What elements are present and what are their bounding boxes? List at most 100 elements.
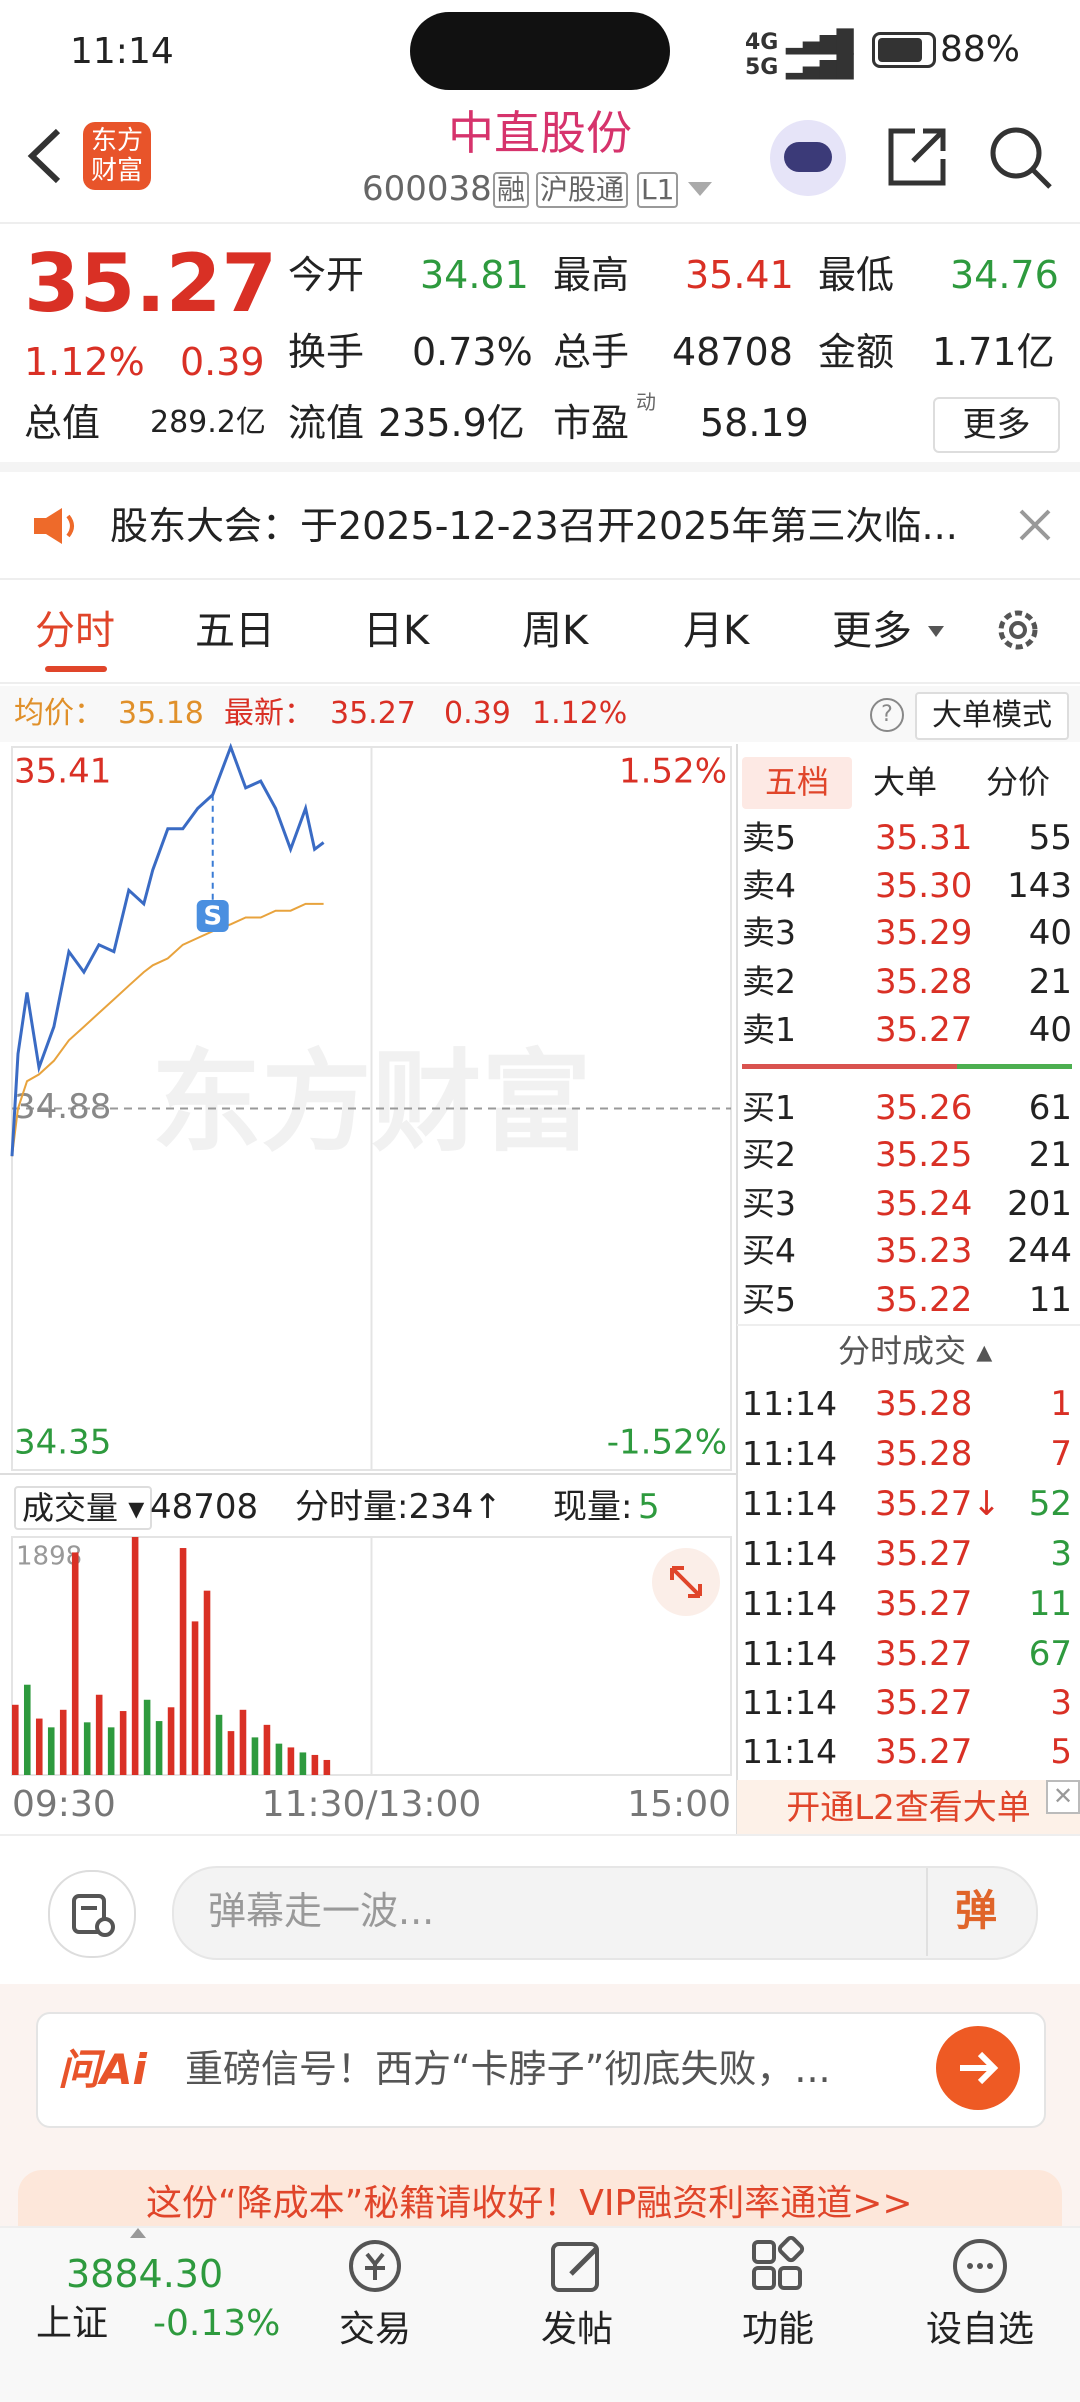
- nav-label[interactable]: 交易: [338, 2309, 411, 2350]
- last-label: 最新：: [224, 696, 314, 731]
- big-order-mode[interactable]: 大单模式: [915, 692, 1069, 740]
- bid-price: 35.25: [875, 1135, 973, 1175]
- ask-volume: 55: [1028, 818, 1072, 858]
- function-icon[interactable]: [748, 2236, 808, 2296]
- index-name[interactable]: 上证: [36, 2303, 109, 2344]
- bid-price: 35.26: [875, 1088, 973, 1128]
- volume-bar: [35, 1718, 43, 1775]
- index-change[interactable]: -0.13%: [153, 2303, 281, 2344]
- bid-label: 买1: [742, 1088, 796, 1127]
- trade-label: 11:14: [742, 1732, 838, 1771]
- bid-label: 买3: [742, 1184, 796, 1223]
- change: 0.39: [444, 696, 511, 731]
- tag: L1: [637, 172, 679, 208]
- x-tick-label: 09:30: [12, 1784, 116, 1825]
- trade-price: 35.28: [875, 1384, 973, 1424]
- trade-volume: 1: [1050, 1384, 1072, 1424]
- bid-volume: 21: [1028, 1135, 1072, 1175]
- ai-banner[interactable]: [36, 2012, 1046, 2128]
- help-icon[interactable]: ?: [870, 698, 904, 732]
- trade-volume: 5: [1050, 1732, 1072, 1772]
- field-value: 34.76: [950, 253, 1059, 297]
- change: 0.39: [180, 340, 265, 384]
- comment-list-button[interactable]: [48, 1870, 136, 1958]
- volume-bar: [287, 1747, 295, 1775]
- more-button[interactable]: 更多: [933, 397, 1060, 453]
- ask-label: 卖2: [742, 962, 796, 1001]
- book-tab[interactable]: 五档: [764, 763, 829, 801]
- nav-label[interactable]: 发帖: [540, 2309, 613, 2350]
- settings-button[interactable]: [992, 604, 1044, 656]
- nav-label[interactable]: 设自选: [925, 2309, 1034, 2350]
- ask-label: 卖4: [742, 866, 796, 905]
- tab[interactable]: 月K: [683, 608, 750, 654]
- index-value[interactable]: 3884.30: [66, 2252, 224, 2296]
- now-volume-label: 现量:: [553, 1487, 633, 1527]
- bottom-nav: [0, 2226, 1080, 2402]
- book-tab[interactable]: 大单: [872, 763, 937, 801]
- volume-bar: [203, 1590, 211, 1775]
- comment-input[interactable]: [172, 1866, 1038, 1960]
- bid-price: 35.22: [875, 1280, 973, 1320]
- ask-label: 卖5: [742, 818, 796, 857]
- tab[interactable]: 日K: [363, 608, 430, 654]
- speaker-icon: [34, 508, 74, 544]
- tab-active[interactable]: 分时: [35, 608, 115, 654]
- share-button[interactable]: [885, 125, 949, 189]
- assistant-avatar[interactable]: [770, 120, 846, 196]
- ask-price: 35.31: [875, 818, 973, 858]
- post-icon[interactable]: [547, 2236, 607, 2296]
- l2-banner[interactable]: [737, 1780, 1080, 1834]
- ai-logo: 问Ai: [58, 2045, 147, 2094]
- field-value: 235.9亿: [378, 401, 525, 445]
- battery-icon: [872, 32, 936, 68]
- field-label: 金额: [818, 330, 895, 374]
- volume-bar: [59, 1709, 67, 1775]
- ask-price: 35.29: [875, 913, 973, 953]
- tab[interactable]: 周K: [522, 608, 589, 654]
- field-label: 市盈: [553, 401, 630, 445]
- ad-text[interactable]: 这份“降成本”秘籍请收好！VIP融资利率通道>>: [146, 2183, 913, 2224]
- expand-button[interactable]: [652, 1548, 720, 1616]
- comment-placeholder[interactable]: 弹幕走一波...: [208, 1889, 435, 1933]
- tab[interactable]: 更多: [832, 608, 912, 654]
- close-button[interactable]: ✕: [1046, 1780, 1080, 1814]
- search-button[interactable]: [988, 125, 1054, 191]
- back-button[interactable]: [22, 125, 66, 187]
- trade-price: 35.27: [875, 1584, 973, 1624]
- trade-icon[interactable]: [345, 2236, 405, 2296]
- volume-bar: [239, 1709, 247, 1775]
- volume-selector[interactable]: 成交量 ▾: [14, 1486, 153, 1530]
- notice-text[interactable]: 股东大会：于2025-12-23召开2025年第三次临...: [110, 504, 958, 548]
- field-label: 换手: [288, 330, 365, 374]
- ai-text[interactable]: 重磅信号！西方“卡脖子”彻底失败，...: [185, 2047, 831, 2091]
- ask-volume: 40: [1028, 913, 1072, 953]
- change-pct: 1.12%: [532, 696, 628, 731]
- y-tick-label: 34.88: [14, 1087, 111, 1127]
- volume-bar: [131, 1537, 139, 1775]
- volume-bar: [275, 1743, 283, 1775]
- tab[interactable]: 五日: [195, 608, 275, 654]
- now-volume: 5: [638, 1487, 660, 1527]
- volume-bar: [167, 1707, 175, 1775]
- ad-banner[interactable]: 这份“降成本”秘籍请收好！VIP融资利率通道>>: [18, 2170, 1062, 2230]
- close-button[interactable]: [1018, 508, 1052, 542]
- volume-bar: [323, 1759, 331, 1775]
- volume-bar: [155, 1721, 163, 1775]
- stock-name: 中直股份: [448, 106, 632, 160]
- trade-price: 35.27: [875, 1534, 973, 1574]
- watchlist-icon[interactable]: [950, 2236, 1010, 2296]
- trade-label: 11:14: [742, 1484, 838, 1523]
- ai-go-button[interactable]: [936, 2026, 1020, 2110]
- ask-label: 卖1: [742, 1010, 796, 1049]
- trade-price: 35.27: [875, 1683, 973, 1723]
- nav-label[interactable]: 功能: [741, 2309, 814, 2350]
- trade-label: 11:14: [742, 1384, 838, 1423]
- l2-text[interactable]: 开通L2查看大单: [786, 1788, 1031, 1828]
- trades-title[interactable]: 分时成交 ▴: [838, 1332, 993, 1370]
- app-logo[interactable]: 东方财富: [83, 122, 151, 190]
- book-tab[interactable]: 分价: [985, 763, 1050, 801]
- divider: [737, 1324, 1080, 1326]
- danmaku-button[interactable]: 弹: [955, 1886, 998, 1935]
- dropdown-arrow[interactable]: [688, 182, 712, 198]
